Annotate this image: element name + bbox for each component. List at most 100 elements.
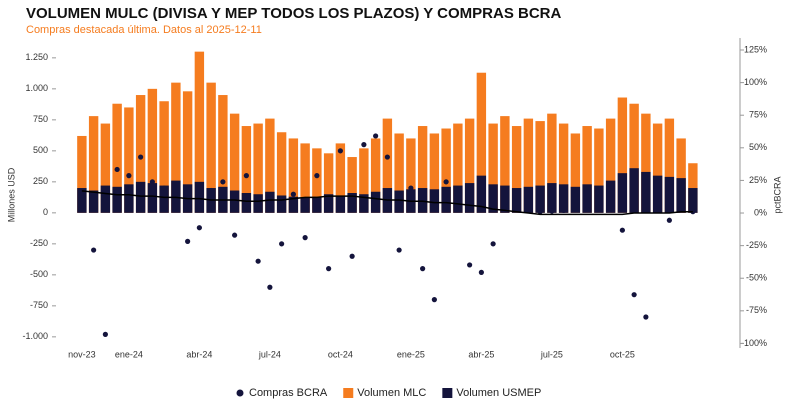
bar: [100, 185, 111, 213]
scatter-point: [467, 262, 473, 268]
bar: [124, 184, 134, 213]
x-tick-label: oct-24: [328, 349, 353, 359]
scatter-point: [255, 258, 261, 264]
bar: [535, 121, 545, 213]
bar: [535, 185, 545, 213]
scatter-point: [549, 208, 555, 214]
scatter-point: [326, 266, 332, 272]
bar: [441, 128, 451, 213]
scatter-point: [561, 207, 567, 213]
bar: [382, 118, 393, 213]
x-tick-label: nov-23: [68, 349, 96, 359]
scatter-point: [490, 241, 496, 247]
bar: [488, 184, 498, 213]
legend-label: Volumen USMEP: [456, 387, 541, 399]
bar: [500, 185, 510, 213]
bar: [547, 183, 557, 213]
bar: [218, 95, 228, 213]
bar: [429, 133, 440, 213]
bar: [77, 188, 87, 213]
bar: [582, 126, 592, 213]
scatter-point: [79, 204, 85, 210]
y-tick-label: 0: [43, 207, 48, 217]
scatter-point: [208, 187, 214, 194]
scatter-point: [502, 204, 508, 210]
scatter-point: [608, 204, 614, 210]
scatter-point: [91, 247, 97, 253]
scatter-point: [408, 185, 414, 191]
legend-marker: [442, 388, 453, 398]
bar: [523, 186, 534, 213]
bar: [664, 176, 675, 213]
y-tick-label: -750: [30, 300, 48, 310]
bar: [323, 153, 334, 213]
scatter-point: [185, 238, 191, 244]
y-tick-label: 250: [33, 176, 48, 186]
bar: [241, 193, 252, 213]
bar: [453, 123, 463, 213]
y2-axis-label: pctBCRA: [772, 176, 782, 213]
bar: [476, 175, 487, 213]
bar: [182, 91, 193, 213]
scatter-point: [420, 266, 426, 272]
bar: [88, 190, 99, 213]
y-tick-label: 1.000: [25, 83, 48, 93]
bar: [335, 143, 346, 213]
bar: [335, 195, 346, 213]
scatter-point: [643, 314, 649, 320]
scatter-point: [537, 209, 543, 215]
scatter-point: [361, 142, 367, 148]
legend-label: Compras BCRA: [249, 387, 328, 399]
scatter-point: [290, 191, 296, 197]
y2-tick-label: 125%: [744, 44, 767, 54]
y-tick-label: -250: [30, 238, 48, 248]
bar: [500, 116, 510, 213]
bar: [488, 123, 498, 213]
bar: [229, 190, 240, 213]
bar: [617, 97, 628, 213]
bar: [359, 194, 369, 213]
bar: [476, 72, 487, 213]
bar: [664, 118, 675, 213]
bar: [312, 148, 322, 213]
bar: [523, 118, 534, 213]
bar: [194, 51, 205, 213]
bar: [370, 138, 381, 213]
bar: [617, 173, 628, 213]
y2-tick-label: -100%: [741, 338, 767, 348]
bar: [347, 157, 357, 213]
bar: [265, 118, 275, 213]
y2-tick-label: -50%: [746, 273, 767, 283]
scatter-point: [232, 232, 238, 238]
bar: [124, 107, 134, 213]
legend-marker: [343, 388, 354, 398]
y2-tick-label: 0%: [754, 207, 767, 217]
bar: [417, 188, 428, 213]
bar: [441, 186, 451, 213]
bar: [112, 103, 122, 213]
bar: [253, 123, 263, 213]
bar: [676, 178, 686, 213]
bar: [570, 186, 581, 213]
bar: [629, 168, 639, 213]
y2-tick-label: 50%: [749, 142, 767, 152]
scatter-point: [619, 227, 625, 233]
chart-subtitle: Compras destacada última. Datos al 2025-…: [26, 24, 262, 36]
bar: [582, 184, 592, 213]
bar: [288, 196, 299, 213]
scatter-point: [396, 247, 402, 253]
scatter-point: [596, 205, 602, 211]
bar: [276, 132, 287, 213]
scatter-point: [114, 166, 120, 173]
bar: [159, 101, 169, 213]
scatter-point: [584, 207, 590, 213]
scatter-point: [243, 173, 249, 179]
scatter-point: [631, 292, 637, 298]
bar: [570, 133, 581, 213]
bar: [605, 180, 616, 213]
bar: [641, 113, 651, 213]
bar: [265, 191, 275, 213]
x-tick-label: jul-25: [540, 349, 563, 359]
chart-title: VOLUMEN MULC (DIVISA Y MEP TODOS LOS PLA…: [26, 5, 562, 22]
